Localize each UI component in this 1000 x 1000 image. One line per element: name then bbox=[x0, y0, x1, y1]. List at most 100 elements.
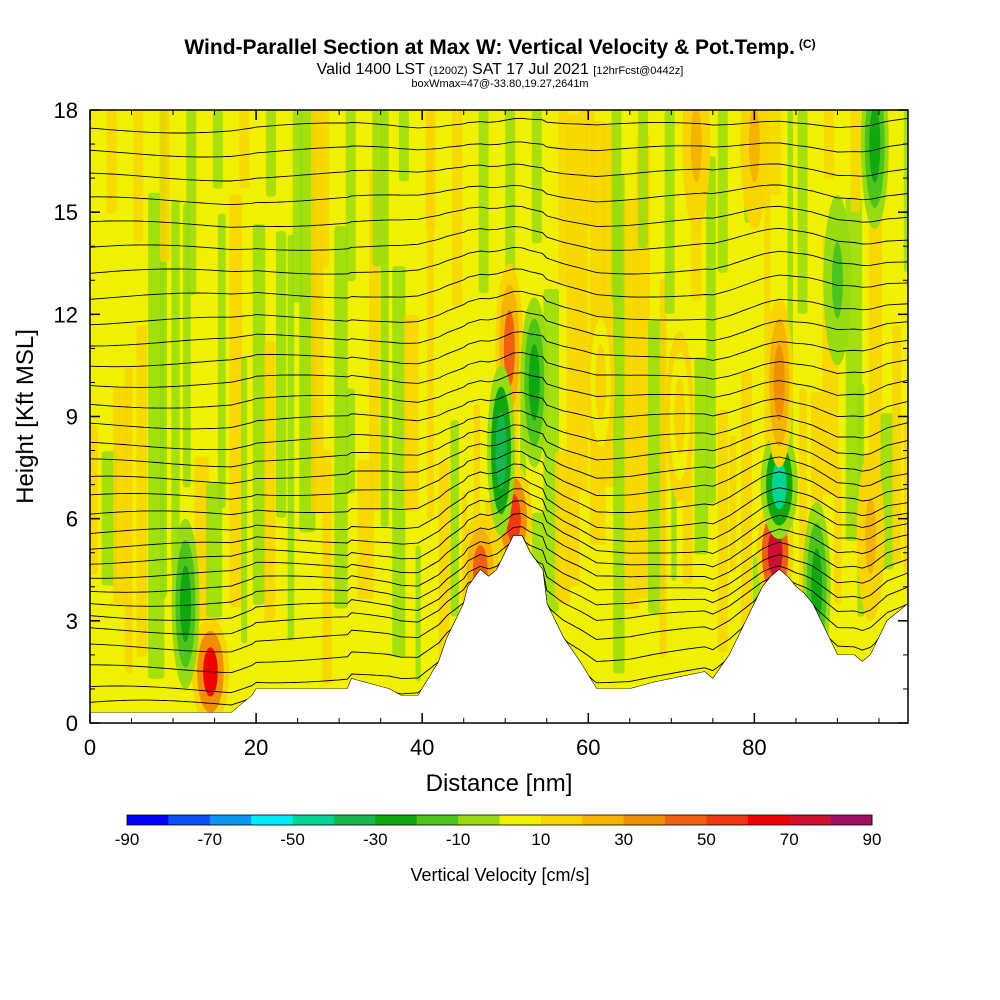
velocity-stripe bbox=[319, 110, 330, 268]
velocity-stripe bbox=[392, 266, 406, 658]
velocity-stripe bbox=[566, 114, 580, 588]
velocity-stripe bbox=[171, 199, 180, 577]
velocity-stripe bbox=[729, 435, 737, 573]
isentrope-line bbox=[90, 476, 908, 534]
y-tick-label: 9 bbox=[66, 405, 78, 430]
isentrope-line bbox=[90, 141, 908, 158]
colorbar-tick-label: -90 bbox=[115, 830, 140, 849]
velocity-stripe bbox=[372, 110, 383, 267]
colorbar-segment bbox=[706, 815, 749, 825]
y-tick-label: 0 bbox=[66, 711, 78, 736]
velocity-feature-core bbox=[690, 110, 702, 183]
velocity-stripe bbox=[438, 461, 450, 679]
velocity-feature-core bbox=[767, 528, 783, 578]
isentrope-line bbox=[90, 488, 908, 550]
velocity-stripe bbox=[212, 110, 223, 189]
isentrope-line bbox=[90, 391, 908, 430]
velocity-stripe bbox=[797, 110, 808, 314]
isentrope-line bbox=[90, 526, 908, 593]
colorbar: -90 -70 -50 -30 -10 10 30 50 70 90 Vertical Veloci… bbox=[115, 814, 882, 885]
isentrope-line bbox=[90, 424, 908, 468]
velocity-feature-core bbox=[180, 565, 191, 643]
isentrope-line bbox=[90, 351, 908, 388]
velocity-feature-core bbox=[869, 110, 881, 183]
colorbar-tick-label: 30 bbox=[614, 830, 633, 849]
colorbar-segment bbox=[168, 815, 211, 825]
colorbar-tick-label: -50 bbox=[280, 830, 305, 849]
colorbar-segment bbox=[789, 815, 832, 825]
velocity-stripe bbox=[217, 213, 226, 509]
velocity-stripe bbox=[266, 110, 277, 197]
isentrope-contours bbox=[90, 117, 908, 714]
colorbar-segment bbox=[540, 815, 583, 825]
velocity-stripe bbox=[584, 110, 595, 225]
velocity-stripe bbox=[276, 231, 287, 518]
velocity-stripe bbox=[638, 110, 649, 248]
velocity-stripe bbox=[398, 110, 409, 182]
chart-subtitle: Valid 1400 LST (1200Z) SAT 17 Jul 2021 [… bbox=[316, 61, 684, 78]
y-tick-label: 18 bbox=[54, 98, 78, 123]
colorbar-segment bbox=[499, 815, 542, 825]
velocity-stripe bbox=[415, 545, 421, 682]
velocity-stripe bbox=[636, 135, 650, 599]
colorbar-segment bbox=[251, 815, 294, 825]
velocity-stripe bbox=[252, 224, 266, 605]
colorbar-segment bbox=[830, 815, 873, 825]
isentrope-line bbox=[90, 163, 908, 182]
velocity-stripe bbox=[101, 451, 117, 586]
isentrope-line bbox=[90, 372, 908, 409]
colorbar-tick-label: 90 bbox=[863, 830, 882, 849]
velocity-stripe bbox=[664, 110, 675, 314]
isentrope-line bbox=[90, 205, 908, 228]
colorbar-segment bbox=[333, 815, 376, 825]
velocity-stripe bbox=[531, 110, 542, 244]
colorbar-segment bbox=[458, 815, 500, 825]
x-tick-label: 0 bbox=[84, 735, 96, 760]
isentrope-line bbox=[90, 463, 908, 516]
colorbar-segment bbox=[209, 815, 252, 825]
colorbar-tick-label: -30 bbox=[363, 830, 388, 849]
velocity-stripe bbox=[241, 356, 248, 644]
velocity-stripe bbox=[380, 110, 389, 527]
velocity-stripe bbox=[403, 315, 419, 512]
axes: 0 20 40 60 80 0 3 6 9 12 15 18 Distance [nm] Height [… bbox=[12, 98, 908, 797]
velocity-stripe bbox=[478, 110, 489, 294]
velocity-stripe bbox=[717, 110, 728, 273]
velocity-stripe bbox=[682, 467, 693, 584]
isentrope-line bbox=[90, 410, 908, 451]
velocity-stripe bbox=[555, 451, 571, 603]
velocity-stripe bbox=[159, 110, 170, 262]
velocity-feature-core bbox=[674, 378, 686, 455]
velocity-feature-core bbox=[865, 497, 877, 575]
colorbar-segment bbox=[127, 815, 169, 825]
velocity-stripe bbox=[334, 226, 348, 609]
colorbar-segment bbox=[623, 815, 666, 825]
velocity-stripe bbox=[90, 424, 98, 575]
velocity-feature-core bbox=[595, 344, 607, 421]
velocity-stripe bbox=[834, 467, 842, 605]
velocity-stripe bbox=[706, 156, 716, 504]
velocity-stripe bbox=[106, 110, 117, 214]
colorbar-tick-label: -70 bbox=[197, 830, 222, 849]
velocity-stripe bbox=[624, 200, 639, 609]
isentrope-line bbox=[90, 500, 908, 565]
chart-boxwmax: boxWmax=47@-33.80,19.27,2641m bbox=[411, 78, 589, 90]
colorbar-tick-label: 10 bbox=[531, 830, 550, 849]
velocity-stripe bbox=[505, 110, 516, 273]
isentrope-line bbox=[90, 246, 908, 275]
y-axis-label: Height [Kft MSL] bbox=[12, 329, 39, 504]
velocity-stripe bbox=[229, 194, 243, 607]
colorbar-tick-label: 50 bbox=[697, 830, 716, 849]
velocity-feature-core bbox=[528, 344, 540, 421]
velocity-feature-core bbox=[495, 412, 507, 489]
x-tick-label: 60 bbox=[576, 735, 600, 760]
velocity-feature-core bbox=[831, 241, 843, 319]
isentrope-line bbox=[90, 117, 908, 134]
velocity-stripe bbox=[322, 449, 332, 685]
velocity-stripe bbox=[452, 110, 463, 308]
isentrope-line bbox=[90, 184, 908, 206]
isentrope-line bbox=[90, 513, 908, 579]
colorbar-tick-label: -10 bbox=[446, 830, 471, 849]
velocity-stripe bbox=[824, 110, 835, 179]
velocity-stripe bbox=[903, 110, 908, 273]
